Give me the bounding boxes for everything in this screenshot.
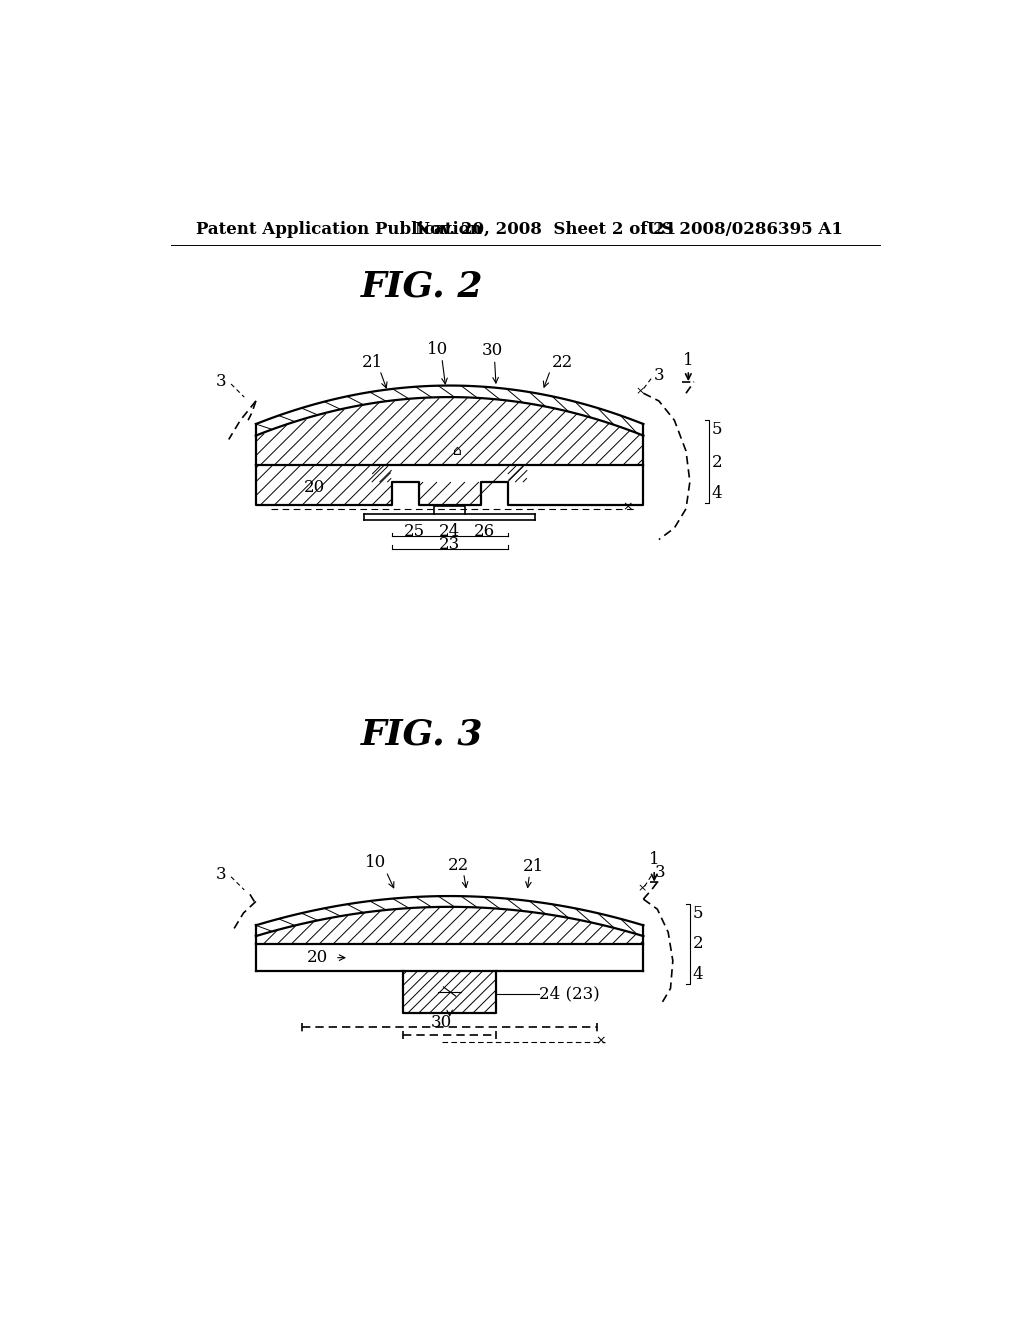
Text: 22: 22 xyxy=(551,354,572,371)
Text: 26: 26 xyxy=(474,523,495,540)
Text: 24: 24 xyxy=(439,523,460,540)
Text: 3: 3 xyxy=(653,367,665,384)
Text: 5: 5 xyxy=(712,421,722,438)
Text: Nov. 20, 2008  Sheet 2 of 21: Nov. 20, 2008 Sheet 2 of 21 xyxy=(415,220,676,238)
Text: FIG. 3: FIG. 3 xyxy=(361,717,483,751)
Text: FIG. 2: FIG. 2 xyxy=(361,271,483,304)
Text: 30: 30 xyxy=(431,1014,453,1031)
Text: Patent Application Publication: Patent Application Publication xyxy=(197,220,482,238)
Text: 2: 2 xyxy=(712,454,722,471)
Text: 3: 3 xyxy=(216,866,226,883)
Text: ×: × xyxy=(637,883,646,894)
Text: 20: 20 xyxy=(307,949,329,966)
Text: ⌂: ⌂ xyxy=(453,444,462,458)
Text: 21: 21 xyxy=(522,858,544,875)
Text: 25: 25 xyxy=(404,523,425,540)
Text: 4: 4 xyxy=(692,966,702,983)
Text: 30: 30 xyxy=(481,342,503,359)
Text: 21: 21 xyxy=(361,354,383,371)
Text: ×: × xyxy=(596,1035,606,1047)
Text: 3: 3 xyxy=(216,374,226,391)
Text: US 2008/0286395 A1: US 2008/0286395 A1 xyxy=(647,220,843,238)
Text: 23: 23 xyxy=(439,536,460,553)
Text: ×: × xyxy=(623,500,633,513)
Text: 10: 10 xyxy=(427,341,449,358)
Text: 20: 20 xyxy=(303,479,325,496)
Text: 22: 22 xyxy=(449,857,470,874)
Text: 3: 3 xyxy=(655,865,666,882)
Text: ×: × xyxy=(636,385,645,396)
Text: 10: 10 xyxy=(366,854,387,871)
Text: 5: 5 xyxy=(692,904,702,921)
Text: 1: 1 xyxy=(683,351,693,368)
Text: 1: 1 xyxy=(649,850,659,867)
Text: 2: 2 xyxy=(692,936,702,952)
Text: 4: 4 xyxy=(712,484,722,502)
Text: 24 (23): 24 (23) xyxy=(539,985,599,1002)
